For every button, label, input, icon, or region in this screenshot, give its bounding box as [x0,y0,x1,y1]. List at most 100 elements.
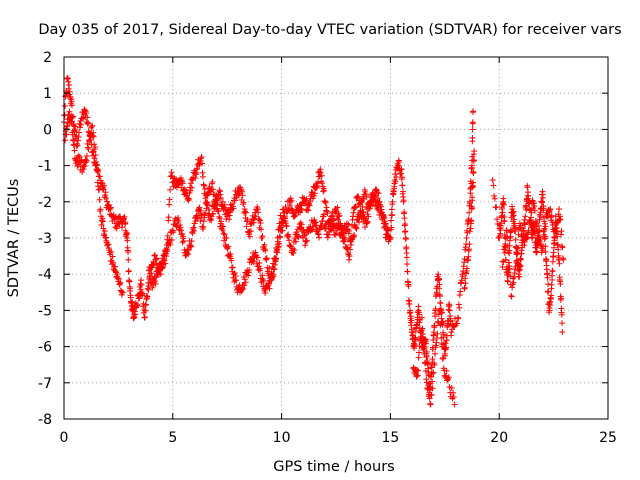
data-point [162,260,169,267]
data-point [119,289,126,296]
data-point [348,235,355,242]
data-point [100,225,107,232]
data-point [216,215,223,222]
data-point [202,210,209,217]
data-point [331,215,338,222]
data-point [312,219,319,226]
data-point [355,193,362,200]
data-point [458,277,465,284]
data-point [221,201,228,208]
data-point [266,280,273,287]
data-point [406,301,413,308]
data-point [351,232,358,239]
data-point [200,173,207,180]
data-point [414,367,421,374]
data-point [246,233,253,240]
data-point [437,300,444,307]
data-point [467,190,474,197]
data-point [142,301,149,308]
data-point [67,93,74,100]
data-point [446,302,453,309]
data-point [247,228,254,235]
data-point [399,188,406,195]
data-point [243,223,250,230]
data-point [141,314,148,321]
data-point [364,218,371,225]
data-point [217,195,224,202]
data-point [101,182,108,189]
data-point [85,146,92,153]
data-point [419,325,426,332]
data-point [374,189,381,196]
data-point [209,179,216,186]
data-point [302,238,309,245]
data-point [242,208,249,215]
data-point [72,126,79,133]
data-point [122,219,129,226]
data-point [153,274,160,281]
data-point [108,248,115,255]
data-point [126,278,133,285]
data-point [262,247,269,254]
data-point [399,174,406,181]
data-point [457,288,464,295]
data-point [223,234,230,241]
data-point [446,307,453,314]
data-point [218,218,225,225]
data-point [231,197,238,204]
data-point [188,184,195,191]
data-point [161,257,168,264]
data-point [272,258,279,265]
data-point [416,343,423,350]
data-point [416,349,423,356]
data-point [193,171,200,178]
data-point [71,147,78,154]
data-point [249,257,256,264]
data-point [407,309,414,316]
data-point [337,222,344,229]
data-point [127,285,134,292]
data-point [65,78,72,85]
data-point [210,210,217,217]
data-point [117,279,124,286]
data-point [405,283,412,290]
data-point [338,223,345,230]
data-point [318,224,325,231]
data-point [201,186,208,193]
data-point [395,162,402,169]
data-point [431,322,438,329]
data-point [339,226,346,233]
data-point [321,187,328,194]
data-point [326,228,333,235]
data-point [469,162,475,169]
data-point [219,198,226,205]
data-point [413,373,420,380]
data-point [83,109,90,116]
data-point [375,190,382,197]
data-point [292,238,299,245]
data-point [392,171,399,178]
data-point [393,174,400,181]
data-point [139,290,146,297]
data-point [314,179,321,186]
data-point [434,289,441,296]
data-point [199,160,206,167]
data-point [347,241,354,248]
data-point [432,313,439,320]
data-point [421,345,428,352]
data-point [89,122,96,129]
data-point [466,209,473,216]
data-point [68,118,75,125]
data-point [99,218,106,225]
data-point [342,236,349,243]
data-point [175,217,182,224]
data-point [92,144,99,151]
data-point [322,199,329,206]
data-point [266,265,273,272]
data-point [334,216,341,223]
data-point [129,299,136,306]
data-point [183,187,190,194]
data-point [388,217,395,224]
data-point [66,82,73,89]
